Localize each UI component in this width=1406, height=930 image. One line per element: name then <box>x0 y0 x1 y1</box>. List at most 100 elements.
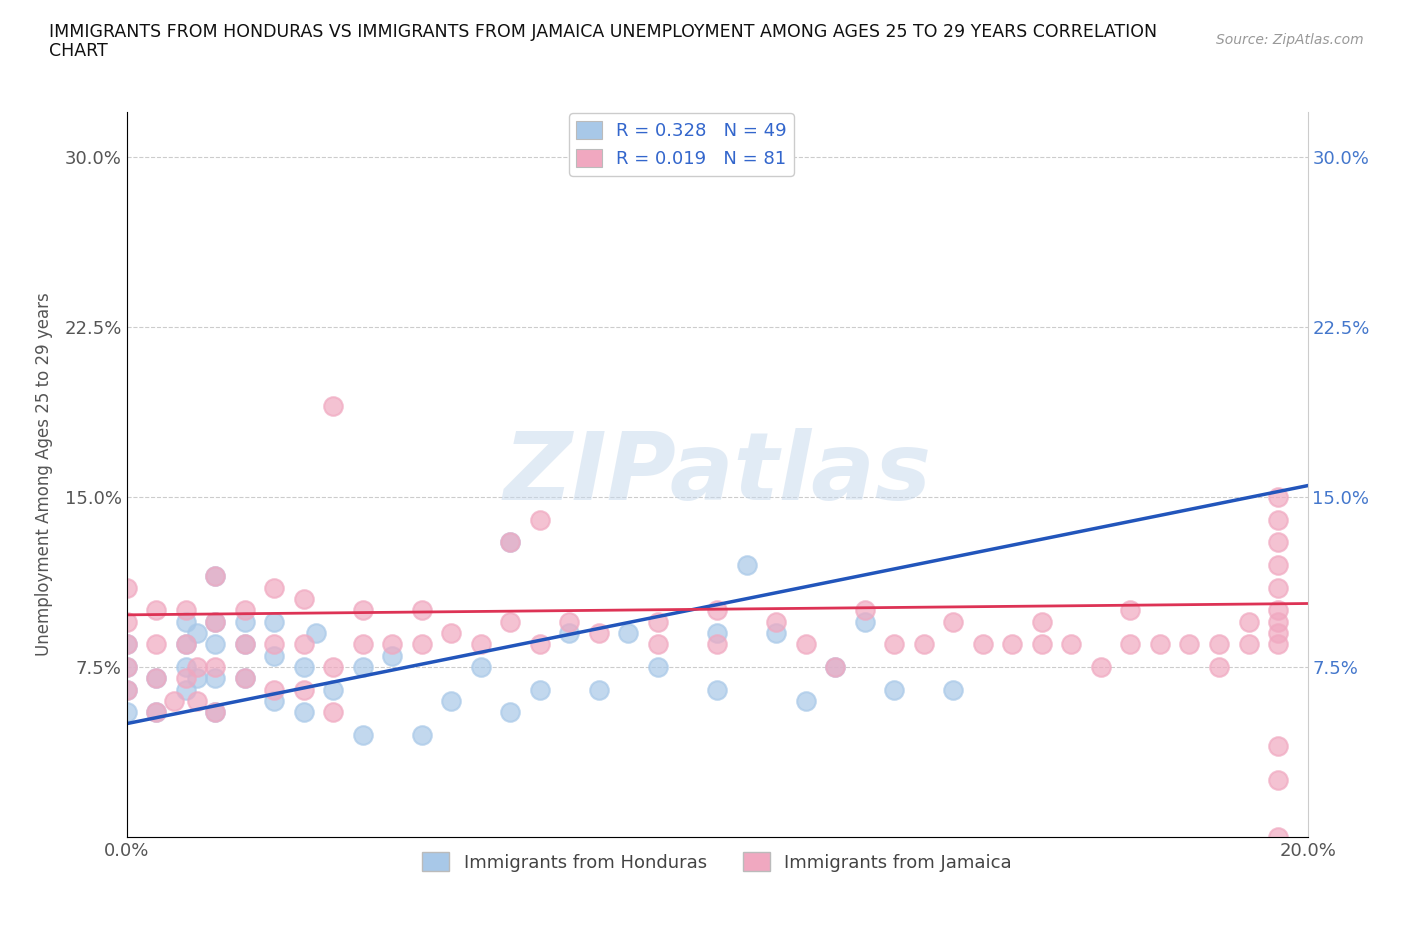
Point <box>292 705 315 720</box>
Point <box>145 637 167 652</box>
Point <box>115 659 138 674</box>
Point <box>1237 637 1260 652</box>
Text: Source: ZipAtlas.com: Source: ZipAtlas.com <box>1216 33 1364 46</box>
Point <box>1267 512 1289 527</box>
Point <box>1119 637 1142 652</box>
Point <box>174 637 197 652</box>
Point <box>1267 489 1289 504</box>
Point <box>1060 637 1083 652</box>
Point <box>411 727 433 742</box>
Point <box>115 705 138 720</box>
Point <box>883 683 905 698</box>
Point <box>1178 637 1201 652</box>
Point <box>706 683 728 698</box>
Point <box>233 637 256 652</box>
Point <box>499 535 522 550</box>
Point <box>292 637 315 652</box>
Point <box>942 614 965 629</box>
Point <box>322 683 344 698</box>
Point <box>115 683 138 698</box>
Point <box>765 614 787 629</box>
Point <box>558 614 581 629</box>
Point <box>381 637 404 652</box>
Point <box>145 603 167 618</box>
Point <box>1267 773 1289 788</box>
Point <box>186 659 208 674</box>
Point <box>1119 603 1142 618</box>
Point <box>529 637 551 652</box>
Point <box>263 694 285 709</box>
Point <box>794 637 817 652</box>
Point <box>352 603 374 618</box>
Point <box>263 648 285 663</box>
Point <box>204 705 226 720</box>
Point <box>499 705 522 720</box>
Point <box>1001 637 1024 652</box>
Point <box>765 626 787 641</box>
Point <box>1208 659 1230 674</box>
Point <box>411 603 433 618</box>
Point <box>794 694 817 709</box>
Point <box>1267 535 1289 550</box>
Point <box>1031 637 1053 652</box>
Point <box>204 614 226 629</box>
Point <box>204 614 226 629</box>
Point <box>883 637 905 652</box>
Point <box>186 671 208 685</box>
Point <box>470 659 492 674</box>
Point <box>145 671 167 685</box>
Point <box>617 626 640 641</box>
Point <box>322 399 344 414</box>
Point <box>115 683 138 698</box>
Point <box>824 659 846 674</box>
Point <box>912 637 935 652</box>
Point <box>174 603 197 618</box>
Point <box>263 637 285 652</box>
Point <box>470 637 492 652</box>
Point <box>186 694 208 709</box>
Point <box>529 512 551 527</box>
Point <box>735 558 758 573</box>
Point <box>381 648 404 663</box>
Point <box>322 659 344 674</box>
Point <box>1267 614 1289 629</box>
Point <box>440 626 463 641</box>
Point <box>115 580 138 595</box>
Point <box>145 705 167 720</box>
Point <box>174 637 197 652</box>
Point <box>204 569 226 584</box>
Point <box>1031 614 1053 629</box>
Point <box>204 659 226 674</box>
Point <box>499 535 522 550</box>
Point <box>647 614 669 629</box>
Legend: Immigrants from Honduras, Immigrants from Jamaica: Immigrants from Honduras, Immigrants fro… <box>415 845 1019 879</box>
Point <box>499 614 522 629</box>
Point <box>440 694 463 709</box>
Point <box>186 626 208 641</box>
Point <box>558 626 581 641</box>
Point <box>352 637 374 652</box>
Point <box>204 705 226 720</box>
Point <box>145 705 167 720</box>
Point <box>115 614 138 629</box>
Point <box>263 683 285 698</box>
Point <box>292 683 315 698</box>
Point <box>853 614 876 629</box>
Point <box>233 671 256 685</box>
Point <box>647 659 669 674</box>
Point <box>824 659 846 674</box>
Point <box>1267 580 1289 595</box>
Point <box>706 637 728 652</box>
Text: ZIPatlas: ZIPatlas <box>503 429 931 520</box>
Text: CHART: CHART <box>49 42 108 60</box>
Point <box>647 637 669 652</box>
Point <box>529 683 551 698</box>
Point <box>204 637 226 652</box>
Point <box>174 683 197 698</box>
Point <box>174 671 197 685</box>
Text: IMMIGRANTS FROM HONDURAS VS IMMIGRANTS FROM JAMAICA UNEMPLOYMENT AMONG AGES 25 T: IMMIGRANTS FROM HONDURAS VS IMMIGRANTS F… <box>49 23 1157 41</box>
Point <box>163 694 186 709</box>
Point <box>1267 830 1289 844</box>
Point <box>115 659 138 674</box>
Point <box>411 637 433 652</box>
